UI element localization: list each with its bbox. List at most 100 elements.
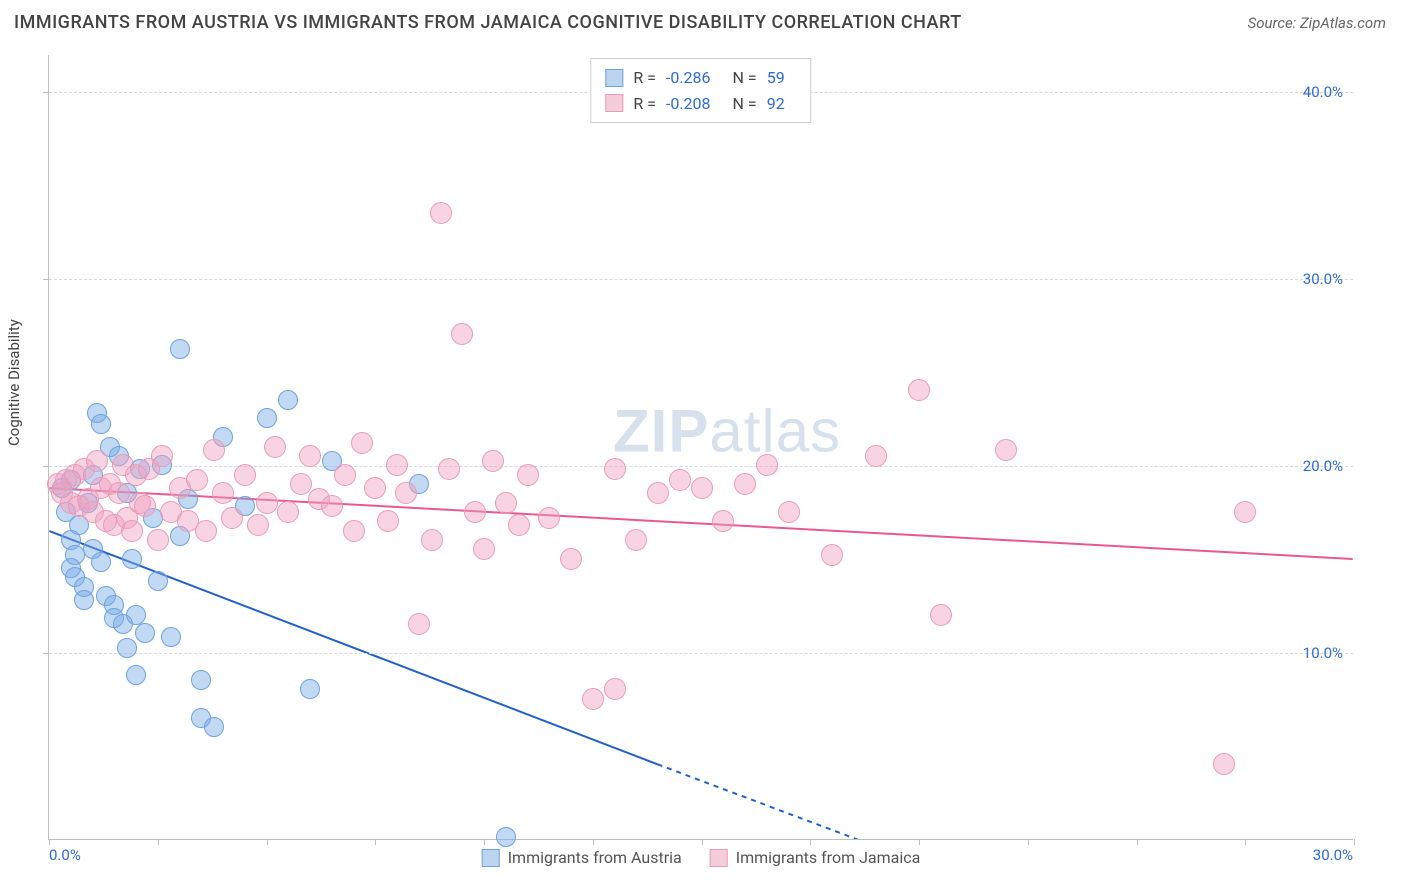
data-point bbox=[438, 458, 460, 480]
data-point bbox=[151, 445, 173, 467]
stat-r-value: -0.208 bbox=[666, 91, 711, 117]
data-point bbox=[134, 495, 156, 517]
y-tick-label: 20.0% bbox=[1303, 457, 1343, 475]
data-point bbox=[121, 520, 143, 542]
chart-title: IMMIGRANTS FROM AUSTRIA VS IMMIGRANTS FR… bbox=[14, 12, 962, 33]
x-tick-mark bbox=[593, 839, 594, 845]
legend-label: Immigrants from Jamaica bbox=[736, 848, 921, 867]
data-point bbox=[186, 469, 208, 491]
stat-r-label: R = bbox=[633, 91, 656, 117]
data-point bbox=[91, 552, 111, 572]
stat-n-label: N = bbox=[733, 91, 757, 117]
data-point bbox=[247, 514, 269, 536]
data-point bbox=[148, 571, 168, 591]
legend-swatch bbox=[482, 849, 500, 867]
legend-swatch bbox=[605, 94, 623, 112]
x-tick-mark bbox=[810, 839, 811, 845]
data-point bbox=[995, 439, 1017, 461]
bottom-legend: Immigrants from Austria Immigrants from J… bbox=[482, 848, 921, 867]
data-point bbox=[203, 439, 225, 461]
data-point bbox=[647, 482, 669, 504]
data-point bbox=[300, 679, 320, 699]
data-point bbox=[908, 379, 930, 401]
data-point bbox=[135, 623, 155, 643]
data-point bbox=[495, 492, 517, 514]
watermark: ZIPatlas bbox=[613, 397, 841, 466]
y-tick-label: 40.0% bbox=[1303, 83, 1343, 101]
x-tick-mark bbox=[484, 839, 485, 845]
data-point bbox=[496, 827, 516, 847]
y-axis-label: Cognitive Disability bbox=[5, 319, 23, 446]
data-point bbox=[277, 501, 299, 523]
x-tick-label: 30.0% bbox=[1313, 846, 1353, 864]
stat-r-value: -0.286 bbox=[666, 65, 711, 91]
data-point bbox=[351, 432, 373, 454]
data-point bbox=[108, 482, 130, 504]
stat-r-label: R = bbox=[633, 65, 656, 91]
y-tick-label: 10.0% bbox=[1303, 644, 1343, 662]
data-point bbox=[482, 450, 504, 472]
data-point bbox=[930, 604, 952, 626]
y-tick-mark bbox=[43, 653, 49, 654]
chart-header: IMMIGRANTS FROM AUSTRIA VS IMMIGRANTS FR… bbox=[0, 0, 1406, 41]
data-point bbox=[669, 469, 691, 491]
data-point bbox=[691, 477, 713, 499]
stats-legend: R = -0.286 N = 59 R = -0.208 N = 92 bbox=[590, 58, 811, 123]
x-tick-mark bbox=[702, 839, 703, 845]
scatter-chart: ZIPatlas R = -0.286 N = 59 R = -0.208 N … bbox=[48, 55, 1353, 840]
data-point bbox=[560, 548, 582, 570]
data-point bbox=[343, 520, 365, 542]
data-point bbox=[604, 458, 626, 480]
data-point bbox=[126, 665, 146, 685]
data-point bbox=[147, 529, 169, 551]
data-point bbox=[451, 323, 473, 345]
data-point bbox=[91, 414, 111, 434]
stats-row: R = -0.286 N = 59 bbox=[605, 65, 796, 91]
data-point bbox=[712, 510, 734, 532]
data-point bbox=[386, 454, 408, 476]
legend-swatch bbox=[710, 849, 728, 867]
data-point bbox=[257, 408, 277, 428]
data-point bbox=[221, 507, 243, 529]
data-point bbox=[278, 390, 298, 410]
chart-source: Source: ZipAtlas.com bbox=[1248, 14, 1386, 32]
x-tick-mark bbox=[267, 839, 268, 845]
data-point bbox=[538, 507, 560, 529]
data-point bbox=[582, 688, 604, 710]
data-point bbox=[321, 495, 343, 517]
data-point bbox=[212, 482, 234, 504]
data-point bbox=[195, 520, 217, 542]
x-tick-mark bbox=[1354, 839, 1355, 845]
stat-n-value: 92 bbox=[767, 91, 785, 117]
data-point bbox=[430, 202, 452, 224]
x-tick-mark bbox=[375, 839, 376, 845]
x-tick-mark bbox=[158, 839, 159, 845]
data-point bbox=[604, 678, 626, 700]
data-point bbox=[170, 339, 190, 359]
data-point bbox=[234, 464, 256, 486]
gridline bbox=[49, 653, 1353, 654]
y-tick-mark bbox=[43, 279, 49, 280]
gridline bbox=[49, 279, 1353, 280]
x-tick-mark bbox=[1137, 839, 1138, 845]
trendlines bbox=[49, 55, 1353, 839]
y-tick-mark bbox=[43, 92, 49, 93]
data-point bbox=[625, 529, 647, 551]
data-point bbox=[126, 605, 146, 625]
data-point bbox=[74, 590, 94, 610]
data-point bbox=[1213, 753, 1235, 775]
stats-row: R = -0.208 N = 92 bbox=[605, 91, 796, 117]
data-point bbox=[821, 544, 843, 566]
legend-swatch bbox=[605, 69, 623, 87]
data-point bbox=[1234, 501, 1256, 523]
data-point bbox=[473, 538, 495, 560]
data-point bbox=[508, 514, 530, 536]
legend-label: Immigrants from Austria bbox=[508, 848, 682, 867]
data-point bbox=[865, 445, 887, 467]
data-point bbox=[299, 445, 321, 467]
data-point bbox=[256, 492, 278, 514]
data-point bbox=[778, 501, 800, 523]
data-point bbox=[464, 501, 486, 523]
data-point bbox=[117, 638, 137, 658]
y-tick-mark bbox=[43, 466, 49, 467]
